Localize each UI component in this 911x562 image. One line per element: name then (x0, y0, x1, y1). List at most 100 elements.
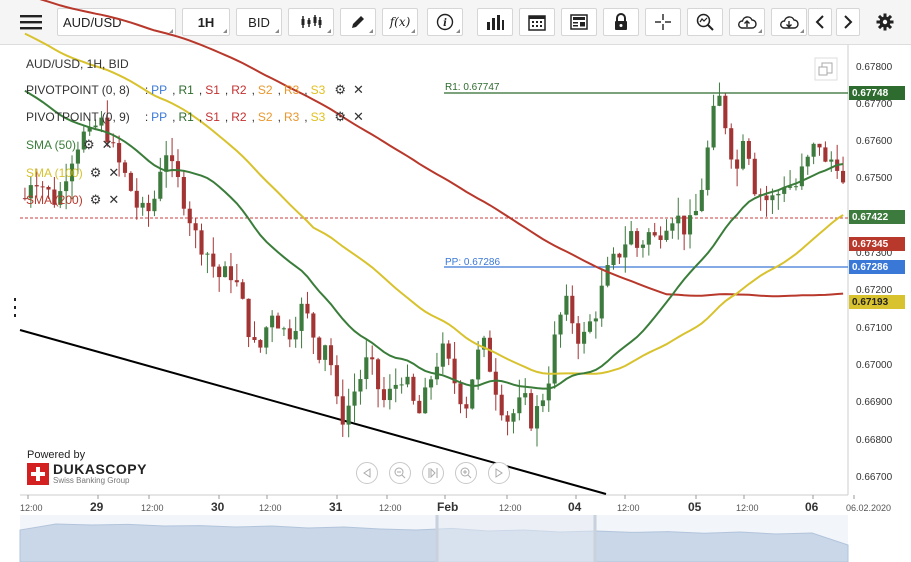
indicators-button[interactable]: f(x) (382, 8, 418, 36)
zoom-button[interactable] (687, 8, 723, 36)
candle (711, 105, 716, 148)
candle (93, 125, 98, 128)
candle (323, 345, 328, 360)
pivot1-r2: R2 (231, 83, 247, 97)
sma100-price-box: 0.67193 (849, 295, 905, 309)
sma100-line (24, 32, 844, 375)
chart-type-button[interactable] (288, 8, 334, 36)
reset-view-button[interactable] (422, 462, 444, 484)
y-tick-label: 0.67000 (856, 360, 893, 372)
chevron-right-icon (844, 15, 853, 29)
gear-icon[interactable]: ⚙ (334, 82, 346, 97)
reset-icon (428, 467, 438, 479)
candle (699, 189, 704, 211)
candle (34, 185, 39, 187)
pivot2-s1: S1 (205, 110, 220, 124)
candle (605, 265, 610, 286)
close-icon[interactable]: ✕ (108, 192, 120, 207)
candle (99, 117, 104, 126)
candle (782, 187, 787, 194)
scroll-left-button[interactable] (808, 8, 832, 36)
candle (446, 343, 451, 359)
candle (381, 389, 387, 401)
sma200-legend: SMA (200) ⚙ ✕ (26, 192, 119, 208)
candle (752, 158, 757, 195)
expand-icon[interactable] (814, 57, 838, 81)
brand-tagline: Swiss Banking Group (53, 476, 130, 485)
gear-icon[interactable]: ⚙ (89, 192, 102, 207)
candle (22, 198, 28, 200)
chart-title-text: AUD/USD, 1H, BID (26, 57, 129, 71)
timeframe-select[interactable]: 1H (182, 8, 230, 36)
candle (205, 253, 210, 255)
close-icon[interactable]: ✕ (352, 109, 364, 124)
candle (717, 95, 722, 106)
r1-annotation: R1: 0.67747 (445, 82, 500, 93)
gear-icon[interactable]: ⚙ (83, 137, 95, 152)
candle (181, 177, 186, 209)
candle (311, 313, 316, 338)
candle (552, 334, 557, 384)
x-tick-label: 12:00 (379, 503, 402, 513)
scroll-right-button[interactable] (836, 8, 860, 36)
candle (340, 396, 345, 425)
candle (75, 149, 80, 164)
candle (246, 298, 251, 338)
candle (175, 161, 181, 178)
candle (317, 337, 322, 360)
y-tick-label: 0.67700 (856, 98, 893, 110)
side-label: BID (248, 14, 270, 30)
scroll-back-button[interactable] (356, 462, 378, 484)
pivot1-r1: R1 (178, 83, 194, 97)
candle (652, 232, 657, 236)
candle (546, 383, 551, 401)
zoom-in-button[interactable] (455, 462, 477, 484)
candle (746, 141, 751, 159)
draw-tool-button[interactable] (340, 8, 376, 36)
sma50-legend: SMA (50) ⚙ ✕ (26, 137, 113, 153)
gear-icon[interactable]: ⚙ (89, 165, 102, 180)
download-button[interactable] (771, 8, 807, 36)
y-tick-label: 0.67500 (856, 173, 893, 185)
candle (370, 357, 375, 360)
zoom-out-button[interactable] (389, 462, 411, 484)
candle (52, 189, 57, 205)
crosshair-button[interactable] (645, 8, 681, 36)
gear-icon[interactable]: ⚙ (334, 109, 346, 124)
pivot1-s1: S1 (205, 83, 220, 97)
close-icon[interactable]: ✕ (108, 165, 120, 180)
close-icon[interactable]: ✕ (352, 82, 364, 97)
drag-handle-icon[interactable] (14, 298, 16, 317)
candle (199, 230, 204, 255)
volume-button[interactable] (477, 8, 513, 36)
info-button[interactable]: i (427, 8, 463, 36)
candle (387, 388, 392, 401)
upload-button[interactable] (729, 8, 765, 36)
candle (705, 147, 710, 190)
calendar-button[interactable] (519, 8, 555, 36)
candle (793, 186, 799, 188)
pivot1-sep: : (144, 83, 149, 97)
swiss-cross-icon (27, 463, 49, 485)
sma100-name: SMA (100) (26, 166, 83, 180)
candle (764, 195, 769, 201)
symbol-select[interactable]: AUD/USD (57, 8, 176, 36)
menu-icon[interactable] (14, 8, 48, 36)
candle (158, 171, 163, 199)
candle (258, 340, 263, 348)
settings-button[interactable] (870, 8, 900, 36)
close-icon[interactable]: ✕ (101, 137, 113, 152)
candle (40, 186, 45, 188)
candle (511, 413, 516, 422)
scroll-forward-button[interactable] (488, 462, 510, 484)
news-button[interactable] (561, 8, 597, 36)
candle (770, 195, 775, 201)
fx-label: f(x) (389, 15, 411, 29)
symbol-label: AUD/USD (63, 14, 122, 30)
x-tick-label: 06 (805, 500, 819, 514)
candle (252, 337, 257, 341)
timeframe-label: 1H (197, 14, 215, 30)
lock-button[interactable] (603, 8, 639, 36)
side-select[interactable]: BID (236, 8, 282, 36)
